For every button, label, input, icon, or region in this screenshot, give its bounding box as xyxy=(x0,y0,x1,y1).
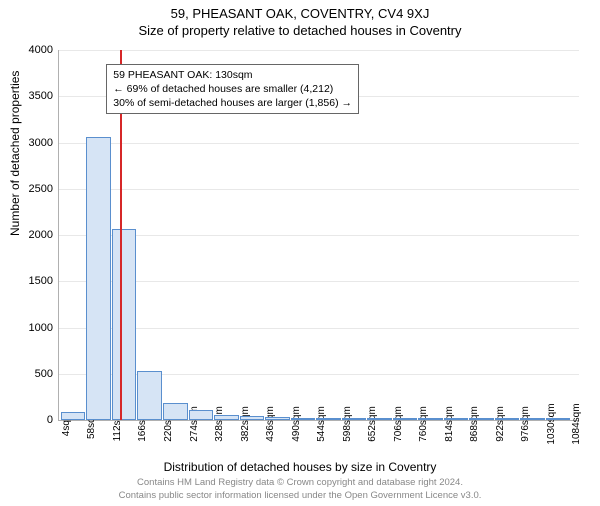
gridline xyxy=(59,143,579,144)
x-tick-label: 1030sqm xyxy=(546,403,557,444)
annotation-line: 30% of semi-detached houses are larger (… xyxy=(113,96,352,110)
annotation-line: 59 PHEASANT OAK: 130sqm xyxy=(113,68,352,82)
histogram-bar xyxy=(367,418,392,420)
histogram-bar xyxy=(240,416,265,420)
histogram-bar xyxy=(61,412,86,420)
histogram-bar xyxy=(214,415,239,420)
histogram-bar xyxy=(469,418,494,420)
histogram-bar xyxy=(86,137,111,420)
histogram-bar xyxy=(393,418,418,420)
x-tick-label: 436sqm xyxy=(265,406,276,442)
gridline xyxy=(59,189,579,190)
histogram-bar xyxy=(546,418,571,420)
histogram-bar xyxy=(520,418,545,420)
y-tick-label: 3500 xyxy=(29,90,53,102)
x-tick-label: 490sqm xyxy=(291,406,302,442)
histogram-bar xyxy=(342,418,367,420)
footer-line-1: Contains HM Land Registry data © Crown c… xyxy=(0,477,600,489)
y-axis-label: Number of detached properties xyxy=(8,71,22,236)
gridline xyxy=(59,50,579,51)
histogram-bar xyxy=(495,418,520,420)
x-tick-label: 868sqm xyxy=(469,406,480,442)
y-tick-label: 2500 xyxy=(29,183,53,195)
gridline xyxy=(59,235,579,236)
y-tick-label: 0 xyxy=(47,414,53,426)
chart-title-main: 59, PHEASANT OAK, COVENTRY, CV4 9XJ xyxy=(0,6,600,21)
x-tick-label: 976sqm xyxy=(520,406,531,442)
histogram-bar xyxy=(163,403,188,420)
histogram-bar xyxy=(418,418,443,420)
footer-line-2: Contains public sector information licen… xyxy=(0,490,600,502)
y-tick-label: 1500 xyxy=(29,275,53,287)
y-tick-label: 3000 xyxy=(29,137,53,149)
x-tick-label: 598sqm xyxy=(342,406,353,442)
histogram-bar xyxy=(112,229,137,420)
x-tick-label: 328sqm xyxy=(214,406,225,442)
annotation-box: 59 PHEASANT OAK: 130sqm← 69% of detached… xyxy=(106,64,359,115)
histogram-bar xyxy=(189,410,214,420)
x-tick-label: 814sqm xyxy=(444,406,455,442)
x-tick-label: 544sqm xyxy=(316,406,327,442)
x-tick-label: 1084sqm xyxy=(571,403,582,444)
y-tick-label: 4000 xyxy=(29,44,53,56)
gridline xyxy=(59,328,579,329)
footer-attribution: Contains HM Land Registry data © Crown c… xyxy=(0,477,600,502)
x-tick-label: 706sqm xyxy=(393,406,404,442)
y-tick-label: 2000 xyxy=(29,229,53,241)
y-tick-label: 1000 xyxy=(29,322,53,334)
histogram-bar xyxy=(316,418,341,420)
annotation-line: ← 69% of detached houses are smaller (4,… xyxy=(113,82,352,96)
chart-container: 59, PHEASANT OAK, COVENTRY, CV4 9XJ Size… xyxy=(0,6,600,506)
x-tick-label: 652sqm xyxy=(367,406,378,442)
histogram-bar xyxy=(265,417,290,420)
x-tick-label: 922sqm xyxy=(495,406,506,442)
x-tick-label: 382sqm xyxy=(240,406,251,442)
x-tick-label: 760sqm xyxy=(418,406,429,442)
gridline xyxy=(59,281,579,282)
histogram-bar xyxy=(291,418,316,420)
x-axis-label: Distribution of detached houses by size … xyxy=(0,460,600,474)
chart-title-sub: Size of property relative to detached ho… xyxy=(0,23,600,38)
plot-area: 050010001500200025003000350040004sqm58sq… xyxy=(58,50,579,421)
histogram-bar xyxy=(137,371,162,420)
histogram-bar xyxy=(444,418,469,420)
y-tick-label: 500 xyxy=(35,368,53,380)
